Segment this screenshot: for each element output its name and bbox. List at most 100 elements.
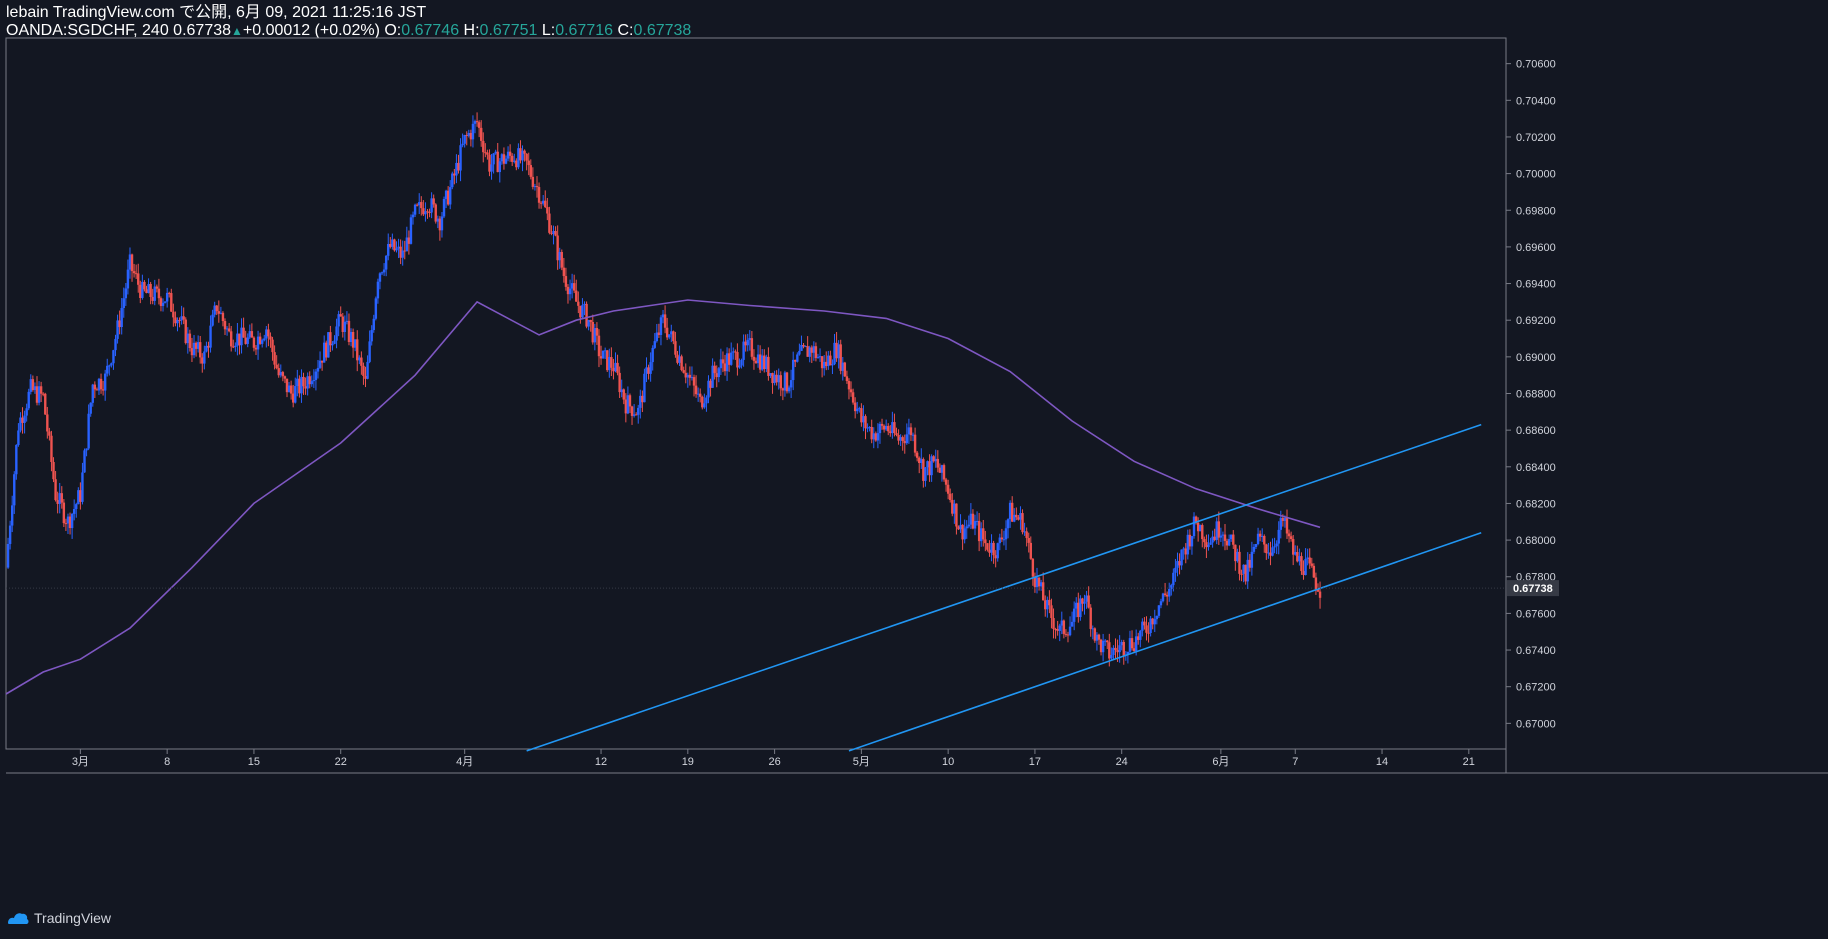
candle-down	[1145, 625, 1148, 633]
candle-up	[331, 343, 334, 346]
axis-labels: 0.670000.672000.674000.676000.678000.680…	[72, 59, 1559, 768]
candle-up	[686, 374, 690, 378]
candle-down	[1265, 544, 1268, 554]
candle-down	[1031, 558, 1035, 577]
candle-down	[794, 359, 797, 362]
candle-down	[1314, 577, 1318, 590]
candle-down	[238, 333, 241, 346]
candle-down	[302, 376, 305, 387]
candle-up	[1227, 539, 1231, 546]
candle-down	[853, 402, 857, 412]
plot-frame	[5, 37, 1507, 750]
candle-up	[165, 292, 169, 302]
footer-brand-label: TradingView	[34, 910, 112, 926]
candle-down	[665, 327, 669, 338]
candle-up	[240, 327, 243, 346]
candle-down	[155, 286, 159, 289]
candle-down	[201, 357, 204, 364]
candle-up	[973, 521, 977, 529]
candle-down	[56, 500, 59, 504]
candle-down	[1287, 533, 1291, 537]
candle-down	[320, 360, 324, 363]
candle-down	[137, 273, 140, 285]
open-label: O:	[384, 22, 402, 39]
candle-down	[977, 520, 981, 542]
candle-up	[1180, 549, 1183, 566]
candle-up	[444, 190, 448, 199]
candle-up	[473, 121, 477, 124]
candle-down	[207, 345, 210, 348]
candle-down	[986, 543, 989, 550]
candle-up	[963, 528, 966, 540]
candle-down	[178, 319, 181, 321]
candle-up	[492, 153, 495, 165]
candle-up	[1230, 534, 1233, 540]
candle-down	[217, 311, 221, 314]
candle-up	[862, 416, 865, 423]
candle-down	[913, 434, 917, 453]
candle-down	[41, 393, 45, 395]
candle-up	[742, 341, 745, 360]
candle-down	[145, 289, 148, 294]
candle-down	[174, 317, 177, 324]
candle-up	[934, 458, 937, 462]
candle-up	[110, 363, 113, 366]
candle-up	[1219, 535, 1223, 538]
candle-down	[694, 385, 698, 395]
candle-down	[190, 348, 194, 356]
candle-up	[66, 516, 70, 524]
footer-brand[interactable]: TradingView	[6, 910, 111, 926]
candle-down	[1000, 537, 1004, 540]
candle-up	[822, 361, 826, 369]
candle-up	[213, 305, 216, 315]
candle-up	[234, 345, 237, 347]
candle-up	[593, 327, 597, 343]
last-price-label-bg	[1507, 580, 1559, 597]
candle-up	[1250, 551, 1254, 568]
candle-down	[802, 345, 805, 347]
candle-up	[719, 359, 723, 369]
candle-up	[926, 461, 929, 468]
candle-up	[725, 353, 729, 372]
candle-up	[645, 367, 648, 374]
candle-up	[1254, 543, 1258, 547]
candle-down	[936, 458, 940, 468]
high-value: 0.67751	[479, 22, 538, 39]
candle-down	[393, 239, 396, 251]
candle-up	[856, 408, 859, 412]
candle-up	[808, 347, 811, 357]
candle-down	[339, 314, 342, 317]
candle-up	[1013, 514, 1016, 522]
candle-down	[1310, 563, 1313, 566]
candle-up	[1112, 647, 1115, 656]
candle-down	[1289, 536, 1293, 540]
candle-up	[430, 198, 433, 213]
candle-down	[1143, 621, 1146, 626]
candle-down	[52, 462, 55, 480]
candle-down	[951, 500, 954, 514]
candle-down	[258, 336, 262, 344]
candle-down	[1244, 564, 1247, 582]
candle-up	[581, 305, 584, 318]
candle-down	[291, 393, 295, 403]
candle-down	[482, 140, 485, 153]
chart-overlays	[5, 299, 1506, 752]
candle-down	[682, 370, 685, 373]
candle-up	[517, 148, 520, 168]
candle-down	[723, 363, 727, 372]
candle-up	[128, 254, 132, 270]
candle-up	[391, 239, 394, 247]
candle-down	[957, 526, 960, 530]
candle-up	[33, 386, 37, 391]
candle-down	[680, 356, 683, 371]
candle-down	[182, 316, 185, 320]
candle-down	[701, 396, 704, 408]
candle-down	[564, 276, 568, 287]
candle-down	[988, 549, 991, 553]
candle-down	[880, 423, 884, 426]
candle-up	[89, 402, 92, 414]
candle-down	[1213, 536, 1216, 540]
candle-down	[1151, 618, 1154, 625]
candle-down	[515, 160, 518, 168]
